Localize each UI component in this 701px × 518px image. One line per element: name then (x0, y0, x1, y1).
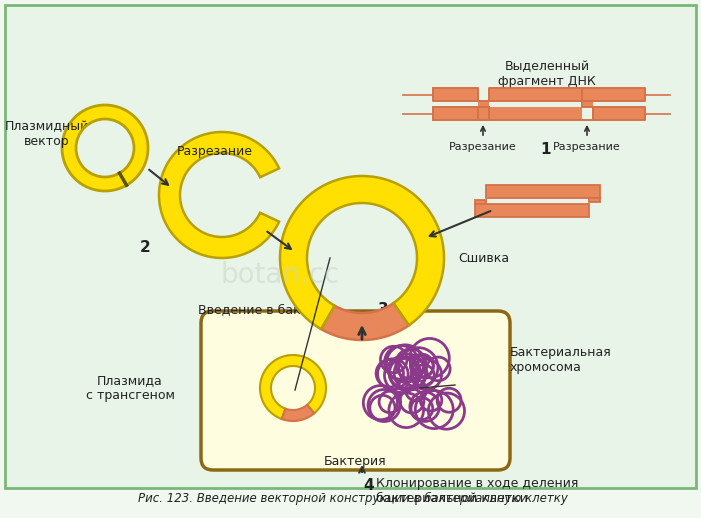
Text: Плазмида
с трансгеном: Плазмида с трансгеном (86, 374, 175, 402)
Circle shape (76, 119, 134, 177)
Text: 3: 3 (378, 303, 388, 318)
FancyBboxPatch shape (5, 5, 696, 488)
Text: Плазмидный
вектор: Плазмидный вектор (5, 120, 89, 148)
Polygon shape (321, 303, 409, 340)
Text: 2: 2 (140, 240, 151, 255)
Bar (478, 101, 489, 107)
Circle shape (62, 105, 148, 191)
Bar (433, 107, 645, 120)
Text: botan.cc: botan.cc (220, 261, 340, 289)
Polygon shape (260, 355, 326, 419)
Bar (486, 185, 600, 198)
Bar (582, 107, 593, 120)
Bar (478, 88, 489, 101)
Text: 1: 1 (540, 142, 550, 157)
Text: Разрезание: Разрезание (553, 142, 621, 152)
Text: Клонирование в ходе деления
бактериальной клетки: Клонирование в ходе деления бактериально… (376, 477, 578, 505)
Bar (433, 88, 645, 101)
Text: Разрезание: Разрезание (449, 142, 517, 152)
Bar (589, 198, 600, 202)
Text: 4: 4 (363, 478, 374, 493)
Text: Выделенный
фрагмент ДНК: Выделенный фрагмент ДНК (498, 60, 596, 88)
Text: Бактериальная
хромосома: Бактериальная хромосома (510, 346, 612, 374)
Polygon shape (280, 176, 444, 329)
Bar (475, 204, 589, 217)
Polygon shape (159, 132, 279, 258)
Text: Введение в бактерию: Введение в бактерию (198, 304, 342, 316)
Text: Рис. 123. Введение векторной конструкции в бактериальную клетку: Рис. 123. Введение векторной конструкции… (138, 492, 568, 505)
Polygon shape (282, 405, 314, 421)
Bar (475, 200, 486, 204)
Text: Сшивка: Сшивка (458, 252, 509, 265)
Text: Разрезание: Разрезание (177, 145, 253, 158)
FancyBboxPatch shape (201, 311, 510, 470)
Bar (582, 101, 593, 107)
Text: Бактерия: Бактерия (324, 455, 386, 468)
